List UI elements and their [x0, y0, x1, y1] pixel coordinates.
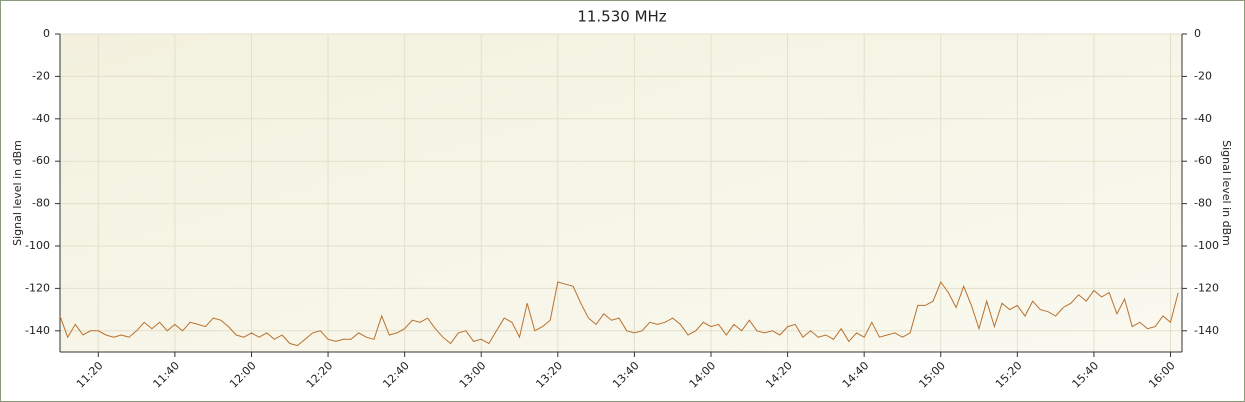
y-tick-label: -100: [25, 239, 50, 252]
y-tick-label: -20: [32, 69, 50, 82]
y-tick-label: 0: [43, 27, 50, 40]
y-tick-label: -40: [32, 112, 50, 125]
y2-tick-label: -100: [1194, 239, 1219, 252]
y-tick-label: -80: [32, 197, 50, 210]
y2-tick-label: -80: [1194, 197, 1212, 210]
y2-tick-label: -60: [1194, 154, 1212, 167]
y-tick-label: -60: [32, 154, 50, 167]
chart-title: 11.530 MHz: [577, 8, 666, 26]
y2-tick-label: -20: [1194, 69, 1212, 82]
y2-tick-label: -40: [1194, 112, 1212, 125]
signal-line: [59, 280, 1179, 347]
plot-area: [60, 34, 1182, 352]
y2-tick-label: 0: [1194, 27, 1201, 40]
y-axis-label: Signal level in dBm: [11, 140, 24, 246]
y2-tick-label: -140: [1194, 324, 1219, 337]
y2-tick-label: -120: [1194, 281, 1219, 294]
y-tick-label: -120: [25, 281, 50, 294]
y-tick-label: -140: [25, 324, 50, 337]
y2-axis-label: Signal level in dBm: [1220, 140, 1233, 246]
